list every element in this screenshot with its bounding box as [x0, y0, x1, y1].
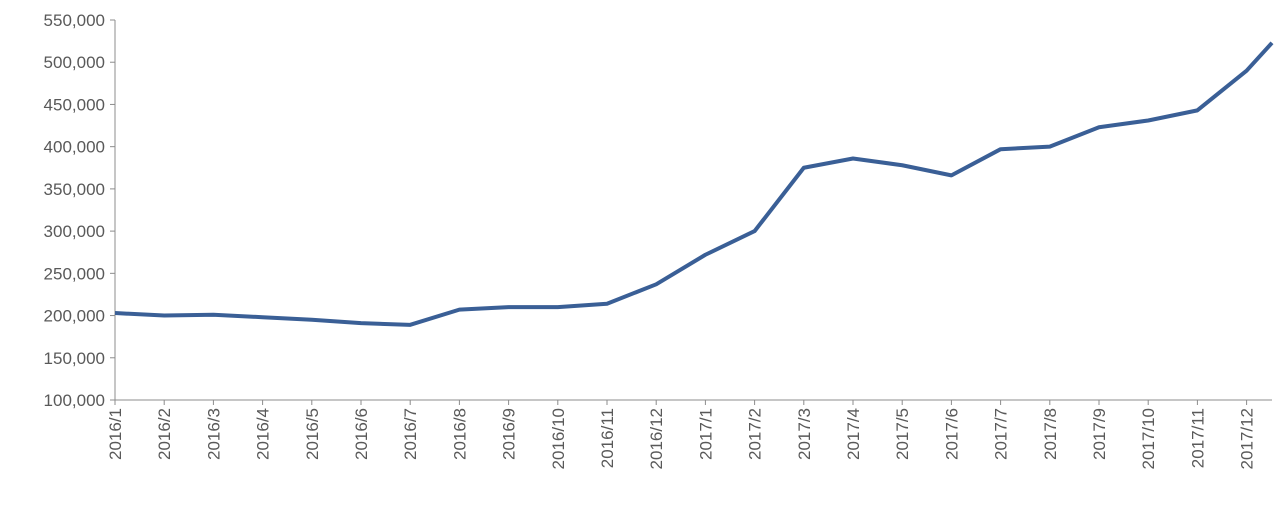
y-tick-label: 450,000 [44, 95, 105, 114]
x-tick-label: 2016/1 [106, 408, 125, 460]
x-tick-label: 2016/5 [303, 408, 322, 460]
x-tick-label: 2016/6 [352, 408, 371, 460]
x-tick-label: 2017/10 [1139, 408, 1158, 469]
y-tick-label: 500,000 [44, 53, 105, 72]
y-tick-label: 250,000 [44, 264, 105, 283]
x-tick-label: 2016/9 [500, 408, 519, 460]
x-tick-label: 2017/9 [1090, 408, 1109, 460]
x-tick-label: 2016/12 [647, 408, 666, 469]
x-tick-label: 2016/10 [549, 408, 568, 469]
y-tick-label: 100,000 [44, 391, 105, 410]
x-tick-label: 2016/4 [254, 408, 273, 460]
y-tick-label: 300,000 [44, 222, 105, 241]
x-tick-label: 2016/3 [204, 408, 223, 460]
y-tick-label: 350,000 [44, 180, 105, 199]
x-tick-label: 2017/7 [992, 408, 1011, 460]
x-tick-label: 2017/12 [1238, 408, 1257, 469]
x-tick-label: 2017/5 [893, 408, 912, 460]
y-tick-label: 150,000 [44, 349, 105, 368]
x-tick-label: 2016/7 [401, 408, 420, 460]
y-tick-label: 400,000 [44, 138, 105, 157]
line [114, 41, 1274, 327]
x-tick-label: 2017/8 [1041, 408, 1060, 460]
x-tick-label: 2017/6 [942, 408, 961, 460]
x-tick-label: 2016/2 [155, 408, 174, 460]
x-tick-label: 2017/3 [795, 408, 814, 460]
y-tick-label: 200,000 [44, 307, 105, 326]
x-tick-label: 2016/11 [598, 408, 617, 468]
x-tick-label: 2017/2 [746, 408, 765, 460]
x-tick-label: 2017/4 [844, 408, 863, 460]
y-tick-label: 550,000 [44, 11, 105, 30]
x-tick-label: 2017/11 [1188, 408, 1207, 468]
x-tick-label: 2016/8 [450, 408, 469, 460]
x-tick-label: 2017/1 [696, 408, 715, 460]
